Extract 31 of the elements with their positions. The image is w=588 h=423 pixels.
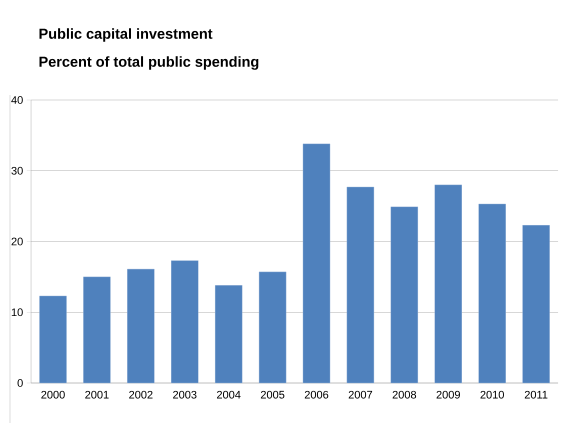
y-tick-label: 20 bbox=[12, 238, 23, 246]
y-tick-label: 10 bbox=[12, 308, 23, 316]
y-tick-label: 30 bbox=[11, 166, 23, 175]
bar bbox=[302, 144, 330, 384]
bar bbox=[127, 268, 155, 384]
chart-title: Public capital investment bbox=[40, 28, 212, 42]
bar bbox=[214, 285, 242, 384]
bar bbox=[434, 184, 462, 384]
bar bbox=[258, 272, 286, 384]
bar bbox=[83, 276, 111, 384]
x-tick-label: 2009 bbox=[436, 390, 460, 398]
y-tick-label: 0 bbox=[18, 379, 23, 387]
x-tick-label: 2005 bbox=[260, 390, 284, 398]
x-tick-label: 2002 bbox=[129, 390, 153, 398]
bar bbox=[171, 260, 198, 384]
y-tick-label: 40 bbox=[11, 96, 23, 104]
x-tick-label: 2011 bbox=[524, 390, 548, 398]
bar bbox=[346, 186, 374, 384]
bar bbox=[39, 296, 67, 384]
bar bbox=[478, 204, 506, 384]
bar bbox=[522, 224, 550, 384]
x-tick-label: 2006 bbox=[304, 390, 328, 398]
x-tick-label: 2004 bbox=[216, 390, 241, 398]
chart-subtitle: Percent of total public spending bbox=[40, 56, 258, 70]
x-tick-label: 2000 bbox=[41, 390, 65, 398]
x-tick-label: 2008 bbox=[392, 390, 416, 398]
x-tick-label: 2001 bbox=[85, 390, 109, 398]
x-tick-label: 2007 bbox=[348, 390, 372, 398]
bar bbox=[390, 206, 418, 384]
x-tick-label: 2003 bbox=[173, 390, 196, 398]
x-tick-label: 2010 bbox=[480, 390, 504, 398]
